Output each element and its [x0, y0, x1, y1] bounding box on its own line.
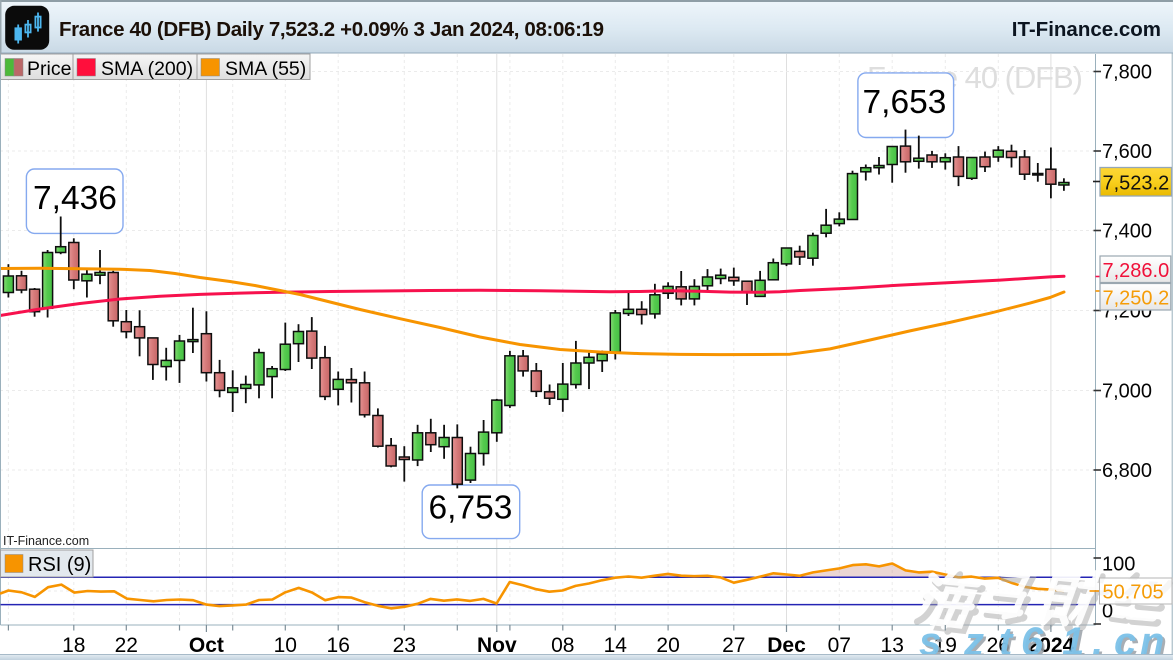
svg-text:Dec: Dec [767, 634, 806, 657]
svg-text:Oct: Oct [189, 634, 224, 657]
svg-text:Price: Price [27, 58, 71, 80]
svg-text:n: n [1143, 623, 1167, 660]
svg-text:18: 18 [62, 634, 85, 657]
svg-text:IT-Finance.com: IT-Finance.com [3, 534, 89, 548]
svg-text:c: c [1114, 620, 1136, 660]
svg-text:7,250.2: 7,250.2 [1103, 288, 1170, 310]
svg-text:19: 19 [934, 634, 957, 657]
svg-text:1: 1 [1062, 620, 1084, 660]
svg-text:IT-Finance.com: IT-Finance.com [1012, 18, 1161, 41]
svg-text:2024: 2024 [1028, 634, 1075, 657]
svg-text:t: t [999, 620, 1014, 660]
svg-text:6,753: 6,753 [429, 489, 513, 526]
svg-text:.: . [1092, 620, 1103, 660]
svg-text:France 40 (DFB) Daily 7,523.2: France 40 (DFB) Daily 7,523.2 +0.09% 3 J… [59, 18, 604, 41]
svg-text:1: 1 [1065, 623, 1087, 660]
svg-text:s: s [919, 620, 941, 660]
svg-text:7,523.2: 7,523.2 [1103, 173, 1170, 195]
svg-text:n: n [1140, 620, 1164, 660]
svg-text:RSI (9): RSI (9) [28, 554, 91, 576]
svg-text:14: 14 [604, 634, 628, 657]
svg-text:s: s [922, 623, 944, 660]
svg-text:SMA (55): SMA (55) [225, 58, 306, 80]
svg-text:07: 07 [828, 634, 851, 657]
svg-text:7,000: 7,000 [1102, 381, 1152, 403]
svg-text:z: z [966, 623, 987, 660]
svg-text:7,800: 7,800 [1102, 62, 1152, 84]
svg-text:08: 08 [551, 634, 574, 657]
svg-text:7,436: 7,436 [33, 180, 117, 217]
svg-text:20: 20 [656, 634, 679, 657]
svg-text:27: 27 [722, 634, 745, 657]
svg-text:6: 6 [1021, 620, 1044, 660]
svg-text:z: z [963, 620, 984, 660]
svg-text:SMA (200): SMA (200) [101, 58, 193, 80]
svg-text:7,600: 7,600 [1102, 141, 1152, 163]
svg-text:.: . [1095, 623, 1106, 660]
svg-text:6: 6 [1024, 623, 1047, 660]
svg-text:7,653: 7,653 [863, 84, 947, 121]
svg-text:100: 100 [1102, 554, 1135, 576]
svg-text:13: 13 [881, 634, 904, 657]
svg-text:Nov: Nov [477, 634, 517, 657]
svg-text:t: t [1002, 623, 1017, 660]
svg-text:10: 10 [274, 634, 297, 657]
svg-text:0: 0 [1102, 601, 1113, 623]
svg-text:26: 26 [987, 634, 1010, 657]
svg-text:22: 22 [115, 634, 138, 657]
svg-text:c: c [1117, 623, 1139, 660]
svg-text:50.705: 50.705 [1103, 582, 1164, 604]
svg-text:16: 16 [327, 634, 350, 657]
svg-text:6,800: 6,800 [1102, 460, 1152, 482]
svg-text:7,286.0: 7,286.0 [1103, 260, 1170, 282]
svg-text:23: 23 [393, 634, 416, 657]
svg-text:7,400: 7,400 [1102, 221, 1152, 243]
